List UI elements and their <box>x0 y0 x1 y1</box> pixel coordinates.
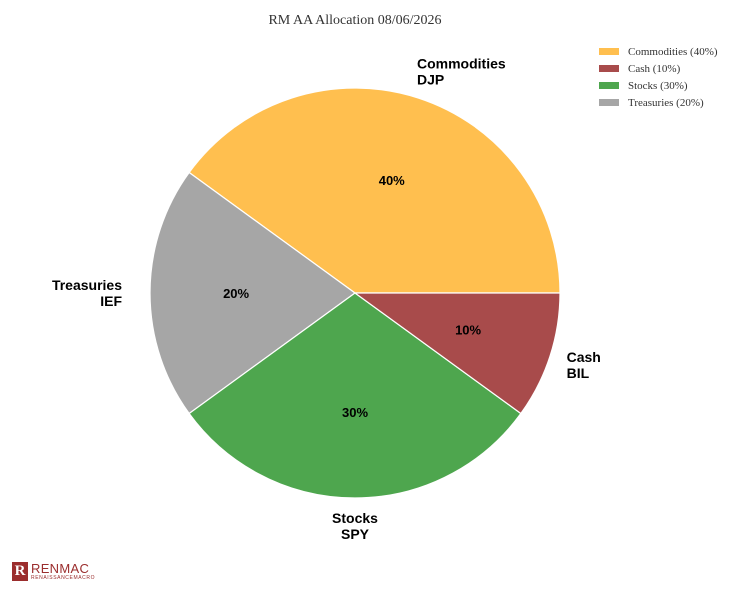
slice-pct-label-commodities: 40% <box>379 173 405 188</box>
legend-swatch <box>599 65 619 72</box>
slice-category-label-commodities: Commodities DJP <box>417 55 506 87</box>
legend-swatch <box>599 48 619 55</box>
slice-pct-label-treasuries: 20% <box>223 286 249 301</box>
legend-label: Stocks (30%) <box>628 79 688 92</box>
legend-label: Treasuries (20%) <box>628 96 704 109</box>
pie-slice-cash <box>353 292 561 415</box>
legend-item-stocks: Stocks (30%) <box>599 77 718 94</box>
legend-label: Cash (10%) <box>628 62 681 75</box>
legend-item-commodities: Commodities (40%) <box>599 43 718 60</box>
slice-category-label-stocks: Stocks SPY <box>332 510 378 542</box>
slice-category-label-cash: Cash BIL <box>567 349 601 381</box>
pie-slice-commodities <box>188 87 561 294</box>
pie-slice-stocks <box>188 292 522 499</box>
slice-pct-label-cash: 10% <box>455 323 481 338</box>
slice-category-label-treasuries: Treasuries IEF <box>52 277 123 309</box>
legend-swatch <box>599 99 619 106</box>
legend-swatch <box>599 82 619 89</box>
slice-pct-label-stocks: 30% <box>342 405 368 420</box>
legend-item-cash: Cash (10%) <box>599 60 718 77</box>
pie-slice-treasuries <box>149 171 357 415</box>
legend-label: Commodities (40%) <box>628 45 718 58</box>
legend: Commodities (40%) Cash (10%) Stocks (30%) T… <box>599 43 718 111</box>
logo-name: RENMAC <box>31 561 90 576</box>
renmac-logo: R RENMAC RENAISSANCEMACRO <box>12 562 95 581</box>
logo-mark: R <box>12 562 28 581</box>
logo-tagline: RENAISSANCEMACRO <box>31 575 96 581</box>
chart-title: RM AA Allocation 08/06/2026 <box>268 13 442 28</box>
legend-item-treasuries: Treasuries (20%) <box>599 94 718 111</box>
